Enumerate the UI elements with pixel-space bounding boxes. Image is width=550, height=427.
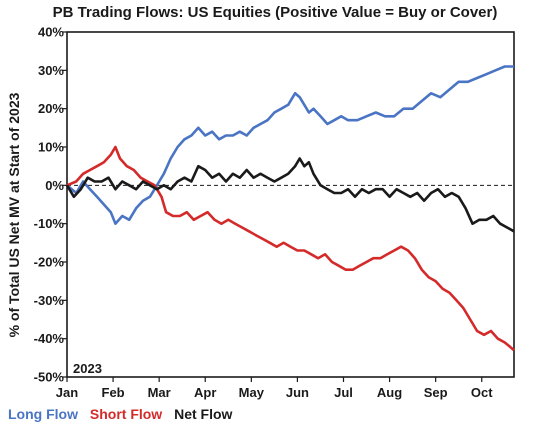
series-line-net-flow bbox=[65, 157, 515, 233]
x-tick-label: May bbox=[239, 385, 265, 400]
legend-item-net-flow: Net Flow bbox=[174, 406, 233, 422]
plot-frame bbox=[66, 31, 515, 378]
x-tick-label: Aug bbox=[377, 385, 402, 400]
y-tick-label: 30% bbox=[38, 63, 64, 78]
x-tick-label: Oct bbox=[471, 385, 493, 400]
y-tick-label: 0% bbox=[45, 178, 64, 193]
series-line-long-flow bbox=[66, 65, 514, 225]
series-layer bbox=[65, 65, 515, 352]
x-tick-label: Sep bbox=[424, 385, 448, 400]
y-tick-label: 20% bbox=[38, 101, 64, 116]
x-tick-label: Feb bbox=[102, 385, 125, 400]
chart-title: PB Trading Flows: US Equities (Positive … bbox=[52, 4, 498, 21]
x-tick-label: Jun bbox=[286, 385, 309, 400]
x-axis: Jan Feb Mar Apr May Jun Jul Aug Sep Oct bbox=[56, 377, 493, 400]
legend-item-long-flow: Long Flow bbox=[8, 406, 78, 422]
y-tick-label: -30% bbox=[34, 293, 65, 308]
x-tick-label: Apr bbox=[194, 385, 216, 400]
y-tick-label: 40% bbox=[38, 25, 64, 40]
series-line-short-flow bbox=[66, 145, 515, 352]
x-tick-label: Jan bbox=[56, 385, 78, 400]
x-tick-label: Jul bbox=[334, 385, 353, 400]
year-label: 2023 bbox=[73, 361, 102, 376]
y-tick-label: -50% bbox=[34, 370, 65, 385]
y-tick-label: -40% bbox=[34, 331, 65, 346]
y-tick-label: 10% bbox=[38, 140, 64, 155]
legend: Long Flow Short Flow Net Flow bbox=[8, 406, 240, 422]
y-axis: 40% 30% 20% 10% 0% -10% -20% -30% -40% -50% bbox=[34, 25, 67, 385]
y-tick-label: -20% bbox=[34, 255, 65, 270]
y-tick-label: -10% bbox=[34, 216, 65, 231]
legend-item-short-flow: Short Flow bbox=[89, 406, 163, 422]
x-tick-label: Mar bbox=[148, 385, 171, 400]
